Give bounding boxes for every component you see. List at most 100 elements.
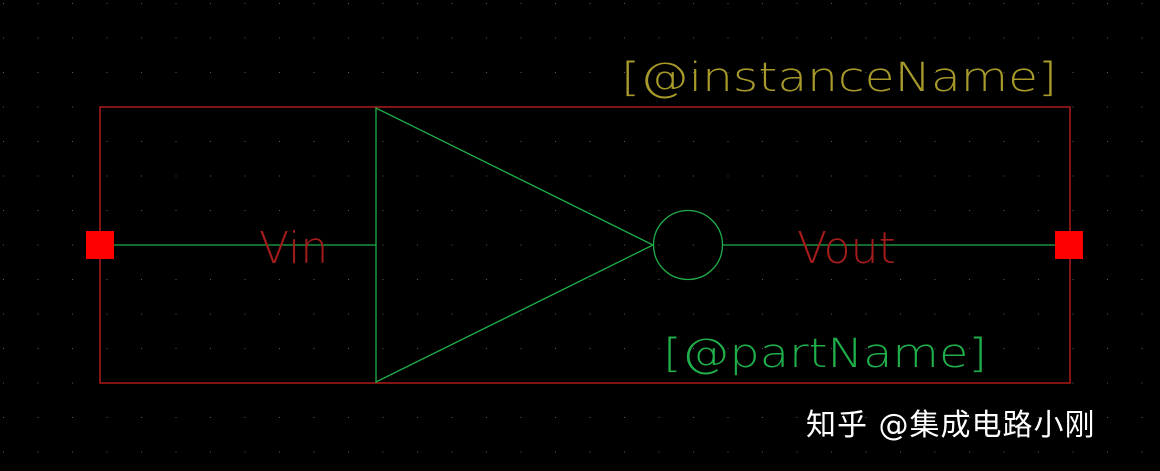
grid-dot bbox=[37, 451, 39, 453]
grid-dot bbox=[486, 417, 487, 418]
grid-dot bbox=[417, 141, 418, 142]
grid-dot bbox=[141, 37, 142, 39]
grid-dot bbox=[831, 417, 832, 418]
input-pin[interactable] bbox=[86, 231, 114, 259]
grid-dot bbox=[589, 244, 591, 246]
grid-dot bbox=[72, 175, 73, 177]
grid-dot bbox=[865, 3, 867, 4]
grid-dot bbox=[348, 141, 349, 142]
grid-dot bbox=[486, 348, 487, 349]
grid-dot bbox=[1141, 37, 1143, 39]
inversion-bubble[interactable] bbox=[652, 209, 724, 281]
grid-dot bbox=[348, 72, 349, 73]
grid-dot bbox=[175, 279, 177, 280]
grid-dot bbox=[72, 279, 73, 280]
grid-dot bbox=[3, 175, 4, 177]
grid-dot bbox=[624, 348, 625, 349]
grid-dot bbox=[1107, 106, 1108, 108]
grid-dot bbox=[313, 37, 315, 39]
grid-dot bbox=[141, 141, 142, 142]
grid-dot bbox=[796, 141, 798, 142]
grid-dot bbox=[72, 348, 73, 349]
grid-dot bbox=[1003, 72, 1005, 73]
grid-dot bbox=[796, 210, 798, 211]
grid-dot bbox=[900, 141, 901, 142]
grid-dot bbox=[106, 175, 108, 177]
grid-dot bbox=[106, 210, 108, 211]
grid-dot bbox=[279, 313, 280, 315]
grid-dot bbox=[727, 72, 729, 73]
grid-dot bbox=[1003, 417, 1005, 418]
grid-dot bbox=[3, 3, 4, 4]
grid-dot bbox=[451, 348, 453, 349]
grid-dot bbox=[1072, 175, 1074, 177]
grid-dot bbox=[382, 175, 384, 177]
grid-dot bbox=[1003, 451, 1005, 453]
grid-dot bbox=[1072, 451, 1074, 453]
grid-dot bbox=[900, 279, 901, 280]
grid-dot bbox=[934, 279, 936, 280]
grid-dot bbox=[831, 141, 832, 142]
grid-dot bbox=[762, 3, 763, 4]
grid-dot bbox=[72, 37, 73, 39]
grid-dot bbox=[762, 313, 763, 315]
grid-dot bbox=[520, 210, 522, 211]
grid-dot bbox=[106, 279, 108, 280]
grid-dot bbox=[382, 72, 384, 73]
grid-dot bbox=[727, 313, 729, 315]
grid-dot bbox=[382, 451, 384, 453]
grid-dot bbox=[727, 348, 729, 349]
inverter-triangle[interactable] bbox=[375, 106, 655, 384]
grid-dot bbox=[486, 244, 487, 246]
grid-dot bbox=[520, 3, 522, 4]
grid-dot bbox=[313, 175, 315, 177]
pin-label-vin: Vin bbox=[259, 223, 328, 274]
grid-dot bbox=[796, 175, 798, 177]
grid-dot bbox=[1072, 210, 1074, 211]
grid-dot bbox=[1038, 210, 1039, 211]
grid-dot bbox=[417, 37, 418, 39]
grid-dot bbox=[589, 279, 591, 280]
grid-dot bbox=[37, 37, 39, 39]
grid-dot bbox=[865, 313, 867, 315]
watermark: 知乎 @集成电路小刚 bbox=[806, 408, 1096, 443]
grid-dot bbox=[1003, 210, 1005, 211]
grid-dot bbox=[1141, 417, 1143, 418]
grid-dot bbox=[727, 417, 729, 418]
grid-dot bbox=[762, 141, 763, 142]
grid-dot bbox=[658, 141, 660, 142]
grid-dot bbox=[693, 175, 694, 177]
output-pin[interactable] bbox=[1055, 231, 1083, 259]
grid-dot bbox=[796, 279, 798, 280]
grid-dot bbox=[382, 279, 384, 280]
grid-dot bbox=[72, 382, 73, 384]
grid-dot bbox=[141, 417, 142, 418]
grid-dot bbox=[1141, 106, 1143, 108]
grid-dot bbox=[72, 244, 73, 246]
grid-dot bbox=[624, 417, 625, 418]
grid-dot bbox=[969, 417, 970, 418]
grid-dot bbox=[1107, 210, 1108, 211]
grid-dot bbox=[313, 451, 315, 453]
grid-dot bbox=[1072, 313, 1074, 315]
grid-dot bbox=[555, 3, 556, 4]
grid-dot bbox=[313, 141, 315, 142]
grid-dot bbox=[313, 210, 315, 211]
grid-dot bbox=[1038, 3, 1039, 4]
grid-dot bbox=[969, 3, 970, 4]
grid-dot bbox=[969, 72, 970, 73]
grid-dot bbox=[175, 72, 177, 73]
grid-dot bbox=[37, 175, 39, 177]
grid-dot bbox=[658, 72, 660, 73]
grid-dot bbox=[589, 3, 591, 4]
grid-dot bbox=[451, 175, 453, 177]
grid-dot bbox=[555, 279, 556, 280]
grid-dot bbox=[486, 451, 487, 453]
grid-dot bbox=[1003, 279, 1005, 280]
grid-dot bbox=[1038, 175, 1039, 177]
grid-dot bbox=[37, 313, 39, 315]
grid-dot bbox=[762, 175, 763, 177]
grid-dot bbox=[589, 72, 591, 73]
